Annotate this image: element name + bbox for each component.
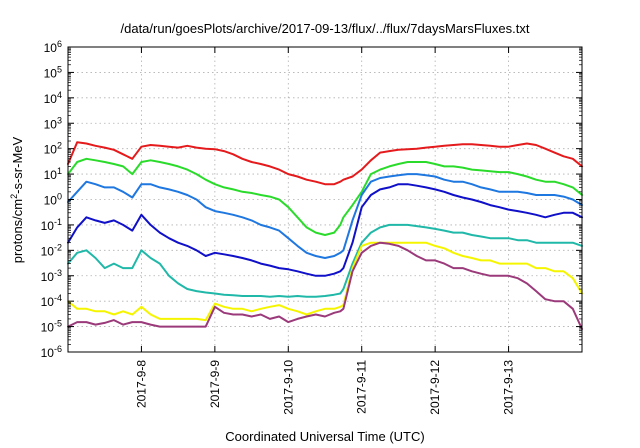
y-tick-exponent: 3 (57, 115, 62, 125)
y-tick-label: 106 (44, 39, 62, 55)
y-axis-title: protons/cm2-s-sr-MeV (9, 136, 25, 263)
axis-ticks: 10-610-510-410-310-210-11001011021031041… (41, 39, 582, 415)
grid (68, 47, 582, 352)
y-tick-label: 104 (44, 90, 62, 106)
y-tick-exponent: 6 (57, 39, 62, 49)
y-tick-base: 10 (41, 244, 55, 258)
y-tick-base: 10 (41, 295, 55, 309)
y-tick-base: 10 (41, 219, 55, 233)
x-tick-label: 2017-9-8 (134, 360, 148, 408)
y-axis-title-suffix: -s-sr-MeV (10, 136, 25, 193)
y-tick-base: 10 (44, 41, 58, 55)
y-tick-base: 10 (44, 194, 58, 208)
x-tick-label: 2017-9-13 (502, 360, 516, 415)
y-tick-exponent: -3 (54, 268, 62, 278)
x-axis-title: Coordinated Universal Time (UTC) (225, 429, 424, 444)
y-tick-label: 10-3 (41, 268, 62, 284)
y-tick-exponent: 2 (57, 141, 62, 151)
chart-title: /data/run/goesPlots/archive/2017-09-13/f… (121, 21, 530, 36)
y-axis-title-sup: 2 (9, 194, 19, 199)
y-tick-exponent: 4 (57, 90, 62, 100)
x-tick-label: 2017-9-12 (428, 360, 442, 415)
y-tick-exponent: 5 (57, 64, 62, 74)
series-line-2 (67, 157, 583, 236)
series-line-7 (67, 241, 583, 330)
y-tick-exponent: 1 (57, 166, 62, 176)
y-tick-label: 10-2 (41, 242, 62, 258)
y-tick-base: 10 (44, 66, 58, 80)
x-tick-label: 2017-9-11 (355, 360, 369, 414)
y-tick-label: 103 (44, 115, 62, 131)
y-tick-label: 101 (44, 166, 62, 182)
y-tick-base: 10 (44, 117, 58, 131)
y-tick-base: 10 (44, 168, 58, 182)
y-tick-exponent: -6 (54, 344, 62, 354)
y-tick-exponent: 0 (57, 192, 62, 202)
y-tick-label: 10-4 (41, 293, 62, 309)
x-tick-label: 2017-9-10 (281, 360, 295, 415)
y-tick-exponent: -4 (54, 293, 62, 303)
y-tick-label: 102 (44, 141, 62, 157)
y-tick-exponent: -2 (54, 242, 62, 252)
y-axis-title-prefix: protons/cm (10, 199, 25, 263)
series-line-6 (67, 241, 583, 322)
y-tick-exponent: -1 (54, 217, 62, 227)
y-tick-base: 10 (44, 143, 58, 157)
y-tick-base: 10 (41, 321, 55, 335)
series-line-1 (67, 141, 583, 186)
series-line-4 (67, 183, 583, 277)
series-layer (67, 141, 583, 330)
x-tick-label: 2017-9-9 (208, 360, 222, 408)
series-line-5 (67, 223, 583, 298)
y-tick-base: 10 (41, 346, 55, 360)
y-tick-base: 10 (44, 92, 58, 106)
y-tick-label: 10-6 (41, 344, 62, 360)
y-tick-label: 100 (44, 192, 62, 208)
y-tick-exponent: -5 (54, 319, 62, 329)
y-tick-label: 10-1 (41, 217, 62, 233)
y-tick-label: 105 (44, 64, 62, 80)
y-tick-label: 10-5 (41, 319, 62, 335)
series-line-3 (67, 173, 583, 259)
y-tick-base: 10 (41, 270, 55, 284)
